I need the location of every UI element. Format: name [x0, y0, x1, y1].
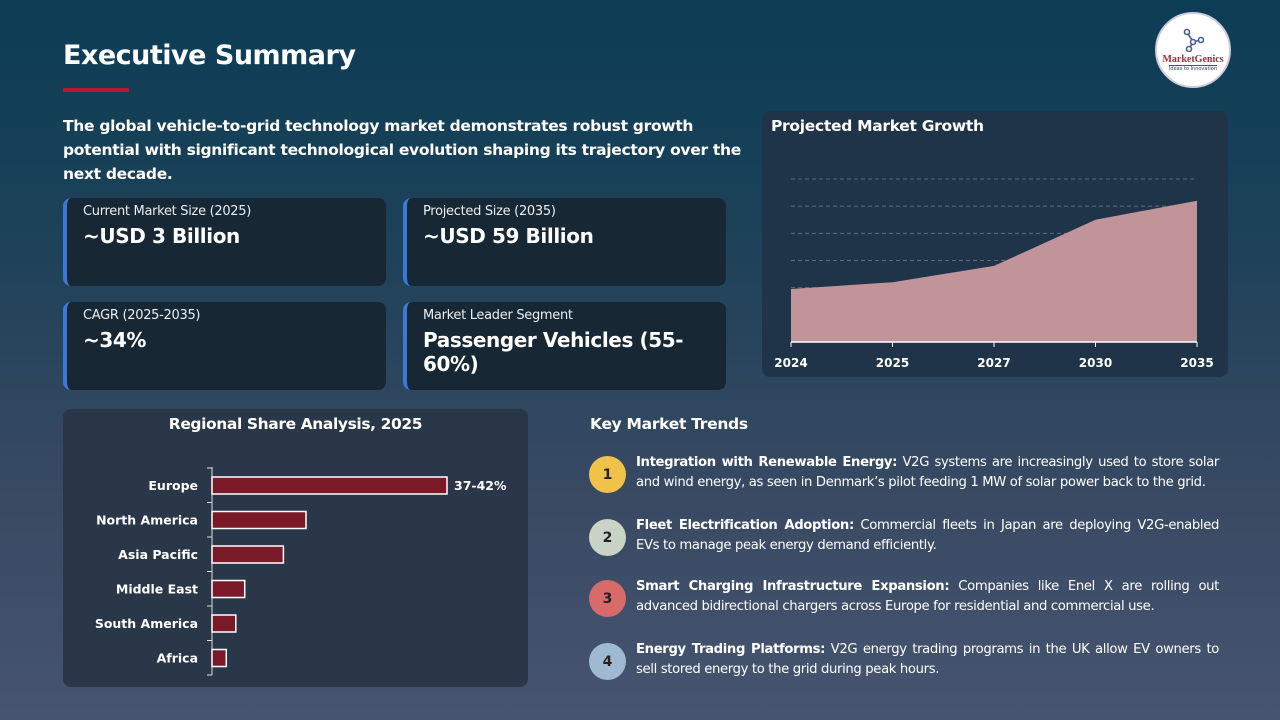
stat-label: Market Leader Segment [423, 308, 573, 323]
bar [211, 579, 246, 599]
projected-growth-panel: Projected Market Growth 2024 2025 2027 2030… [762, 111, 1228, 377]
category-label: Africa [157, 651, 198, 666]
bar-chart: Europe 37-42% North America Asia Pacific Mid… [95, 467, 507, 676]
bar [211, 476, 448, 495]
trend-item: 2 Fleet Electrification Adoption: Commer… [589, 516, 1219, 556]
trend-number-badge: 4 [589, 643, 626, 680]
stat-card-projected-size: Projected Size (2035) ~USD 59 Billion [403, 198, 726, 286]
trend-description: V2G systems are increasingly used to sto… [636, 455, 1220, 490]
area-chart: 2024 2025 2027 2030 2035 [774, 178, 1214, 370]
trends-title: Key Market Trends [590, 415, 748, 433]
trend-item: 4 Energy Trading Platforms: V2G energy t… [589, 640, 1219, 680]
x-tick-label: 2024 [774, 356, 807, 370]
category-label: South America [95, 616, 198, 631]
trend-description: Commercial fleets in Japan are deploying… [636, 518, 1219, 553]
stat-value: Passenger Vehicles (55-60%) [423, 328, 684, 376]
stat-value: ~USD 3 Billion [83, 224, 240, 248]
bar [211, 510, 307, 530]
trend-number-badge: 3 [589, 580, 626, 617]
category-label: Asia Pacific [118, 547, 198, 562]
category-label: North America [96, 513, 198, 528]
regional-share-panel: Regional Share Analysis, 2025 Europe 37-4… [63, 409, 528, 687]
trend-item: 1 Integration with Renewable Energy: V2G… [589, 453, 1219, 493]
stat-value: ~USD 59 Billion [423, 224, 594, 248]
category-label: Middle East [116, 582, 198, 597]
x-tick-label: 2035 [1180, 356, 1213, 370]
logo-tagline: Ideas to Innovation [1168, 65, 1218, 72]
trend-text: Smart Charging Infrastructure Expansion:… [636, 577, 1219, 616]
trend-heading: Fleet Electrification Adoption: [636, 518, 854, 533]
chart-title: Projected Market Growth [771, 117, 984, 135]
stat-value: ~34% [83, 328, 147, 352]
data-label: 37-42% [454, 478, 507, 493]
stat-card-current-size: Current Market Size (2025) ~USD 3 Billio… [63, 198, 386, 286]
chart-title: Regional Share Analysis, 2025 [168, 415, 423, 433]
trend-number-badge: 1 [589, 456, 626, 493]
title-underline [63, 88, 129, 92]
stat-label: CAGR (2025-2035) [83, 308, 201, 323]
intro-text: The global vehicle-to-grid technology ma… [63, 117, 741, 183]
trend-heading: Energy Trading Platforms: [636, 642, 826, 657]
x-tick-label: 2030 [1079, 356, 1112, 370]
trend-text: Integration with Renewable Energy: V2G s… [636, 453, 1219, 492]
company-logo: MarketGenics Ideas to Innovation [1155, 12, 1231, 88]
bar [211, 545, 285, 564]
stat-label: Current Market Size (2025) [83, 204, 252, 219]
stat-label: Projected Size (2035) [423, 204, 556, 219]
trend-heading: Smart Charging Infrastructure Expansion: [636, 579, 950, 594]
logo-text: MarketGenics [1162, 54, 1224, 65]
trend-number-badge: 2 [589, 519, 626, 556]
bar [211, 614, 237, 633]
x-tick-label: 2027 [977, 356, 1010, 370]
network-icon [1183, 28, 1205, 52]
page-title: Executive Summary [63, 40, 356, 71]
trend-description: V2G energy trading programs in the UK al… [636, 642, 1220, 677]
category-label: Europe [148, 478, 198, 493]
trend-description: Companies like Enel X are rolling out ad… [636, 579, 1219, 614]
trend-item: 3 Smart Charging Infrastructure Expansio… [589, 577, 1219, 617]
trend-heading: Integration with Renewable Energy: [636, 455, 898, 470]
bar [211, 648, 228, 668]
stat-card-leader-segment: Market Leader Segment Passenger Vehicles… [403, 302, 726, 390]
trend-text: Energy Trading Platforms: V2G energy tra… [636, 640, 1219, 679]
x-tick-label: 2025 [876, 356, 909, 370]
area-series [791, 200, 1197, 342]
stat-card-cagr: CAGR (2025-2035) ~34% [63, 302, 386, 390]
trend-text: Fleet Electrification Adoption: Commerci… [636, 516, 1219, 555]
